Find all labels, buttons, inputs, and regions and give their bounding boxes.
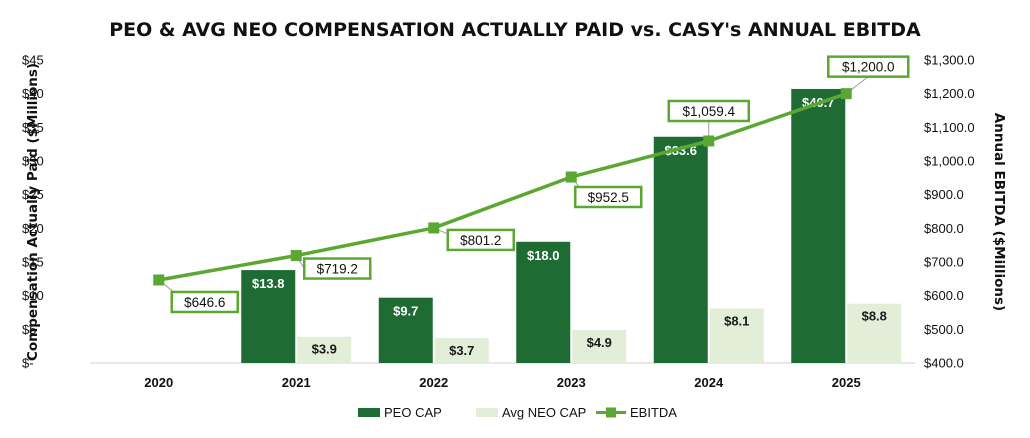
- avg-neo-cap-bar: [847, 303, 902, 363]
- y2-tick-label: $1,000.0: [924, 154, 975, 169]
- y-tick-label: $5: [22, 322, 36, 337]
- y2-tick-label: $1,100.0: [924, 120, 975, 135]
- peo-cap-bar: [791, 88, 846, 363]
- ebitda-data-label: $719.2: [317, 262, 358, 277]
- y2-tick-label: $400.0: [924, 356, 964, 371]
- ebitda-point-marker: [428, 222, 440, 234]
- y-axis-ticks: $- $5 $10 $15 $20 $25 $30 $35 $40 $45: [22, 53, 44, 371]
- ebitda-point-marker: [153, 274, 165, 286]
- ebitda-data-label: $646.6: [184, 295, 225, 310]
- avg-neo-cap-bar: [297, 336, 352, 363]
- legend-swatch-avg-neo-cap: [476, 408, 498, 417]
- y2-axis-ticks: $400.0 $500.0 $600.0 $700.0 $800.0 $900.0 $1,0…: [924, 53, 975, 371]
- y2-tick-label: $1,200.0: [924, 86, 975, 101]
- y2-tick-label: $800.0: [924, 221, 964, 236]
- y2-tick-label: $600.0: [924, 288, 964, 303]
- ebitda-line-path: [158, 92, 847, 282]
- y2-tick-label: $900.0: [924, 187, 964, 202]
- peo-cap-bar: [378, 297, 433, 363]
- ebitda-label-box: [827, 55, 910, 78]
- x-category-label: 2020: [144, 375, 173, 390]
- peo-cap-bar: [241, 270, 296, 363]
- y2-axis-title: Annual EBITDA ($Millions): [991, 113, 1007, 311]
- x-category-label: 2025: [832, 375, 861, 390]
- chart-title: PEO & AVG NEO COMPENSATION ACTUALLY PAID…: [109, 19, 921, 41]
- avg-neo-cap-bar: [572, 330, 627, 363]
- y-tick-label: $35: [22, 120, 44, 135]
- ebitda-label-box: [303, 257, 372, 280]
- ebitda-label-box: [667, 99, 750, 123]
- y-tick-label: $45: [22, 53, 44, 68]
- ebitda-label-box: [170, 290, 239, 314]
- ebitda-data-label: $801.2: [460, 233, 501, 248]
- ebitda-data-label: $1,059.4: [682, 104, 735, 119]
- y2-tick-label: $700.0: [924, 255, 964, 270]
- y-tick-label: $20: [22, 221, 44, 236]
- x-category-label: 2021: [282, 375, 311, 390]
- x-category-label: 2024: [694, 375, 724, 390]
- x-category-label: 2022: [419, 375, 448, 390]
- avg-neo-cap-bar-label: $3.7: [449, 343, 474, 358]
- peo-cap-bar-label: $18.0: [527, 248, 560, 263]
- legend-label-avg-neo-cap: Avg NEO CAP: [502, 405, 586, 420]
- peo-cap-bar: [516, 241, 571, 363]
- ebitda-line: $646.6 $719.2 $801.2 $952.5 $1,059.4 $1,200.0: [153, 55, 910, 314]
- ebitda-data-label: $952.5: [588, 190, 629, 205]
- ebitda-data-label: $1,200.0: [842, 60, 895, 75]
- peo-cap-bar: [653, 136, 708, 363]
- peo-cap-bar-label: $9.7: [393, 304, 418, 319]
- x-category-label: 2023: [557, 375, 586, 390]
- avg-neo-cap-bar-label: $4.9: [587, 335, 612, 350]
- avg-neo-cap-bar: [434, 338, 489, 363]
- legend: PEO CAP Avg NEO CAP EBITDA: [358, 405, 677, 420]
- legend-swatch-peo-cap: [358, 408, 380, 417]
- ebitda-point-marker: [703, 135, 715, 147]
- y-tick-label: $30: [22, 154, 44, 169]
- avg-neo-cap-bar: [709, 308, 764, 363]
- peo-cap-bar-label: $13.8: [252, 276, 285, 291]
- avg-neo-cap-bar-label: $3.9: [312, 342, 337, 357]
- avg-neo-cap-bar-label: $8.1: [724, 313, 749, 328]
- ebitda-point-marker: [565, 171, 577, 183]
- ebitda-point-marker: [290, 250, 302, 262]
- legend-swatch-ebitda-marker: [606, 407, 616, 418]
- ebitda-point-marker: [840, 88, 852, 100]
- legend-label-peo-cap: PEO CAP: [384, 405, 442, 420]
- ebitda-label-box: [446, 228, 515, 252]
- y2-tick-label: $1,300.0: [924, 53, 975, 68]
- y2-tick-label: $500.0: [924, 322, 964, 337]
- legend-label-ebitda: EBITDA: [630, 405, 677, 420]
- y-tick-label: $-: [22, 356, 34, 371]
- y-tick-label: $40: [22, 86, 44, 101]
- y-tick-label: $15: [22, 255, 44, 270]
- ebitda-label-box: [574, 185, 643, 209]
- y-tick-label: $10: [22, 288, 44, 303]
- avg-neo-cap-bar-label: $8.8: [862, 309, 887, 324]
- x-axis-categories: 2020 2021 2022 2023 2024 2025: [144, 375, 860, 390]
- bars: $13.8$3.9$9.7$3.7$18.0$4.9$33.6$8.1$40.7…: [241, 88, 902, 363]
- y-axis-title: Compensation Actually Paid ($Millions): [25, 63, 41, 361]
- y-tick-label: $25: [22, 187, 44, 202]
